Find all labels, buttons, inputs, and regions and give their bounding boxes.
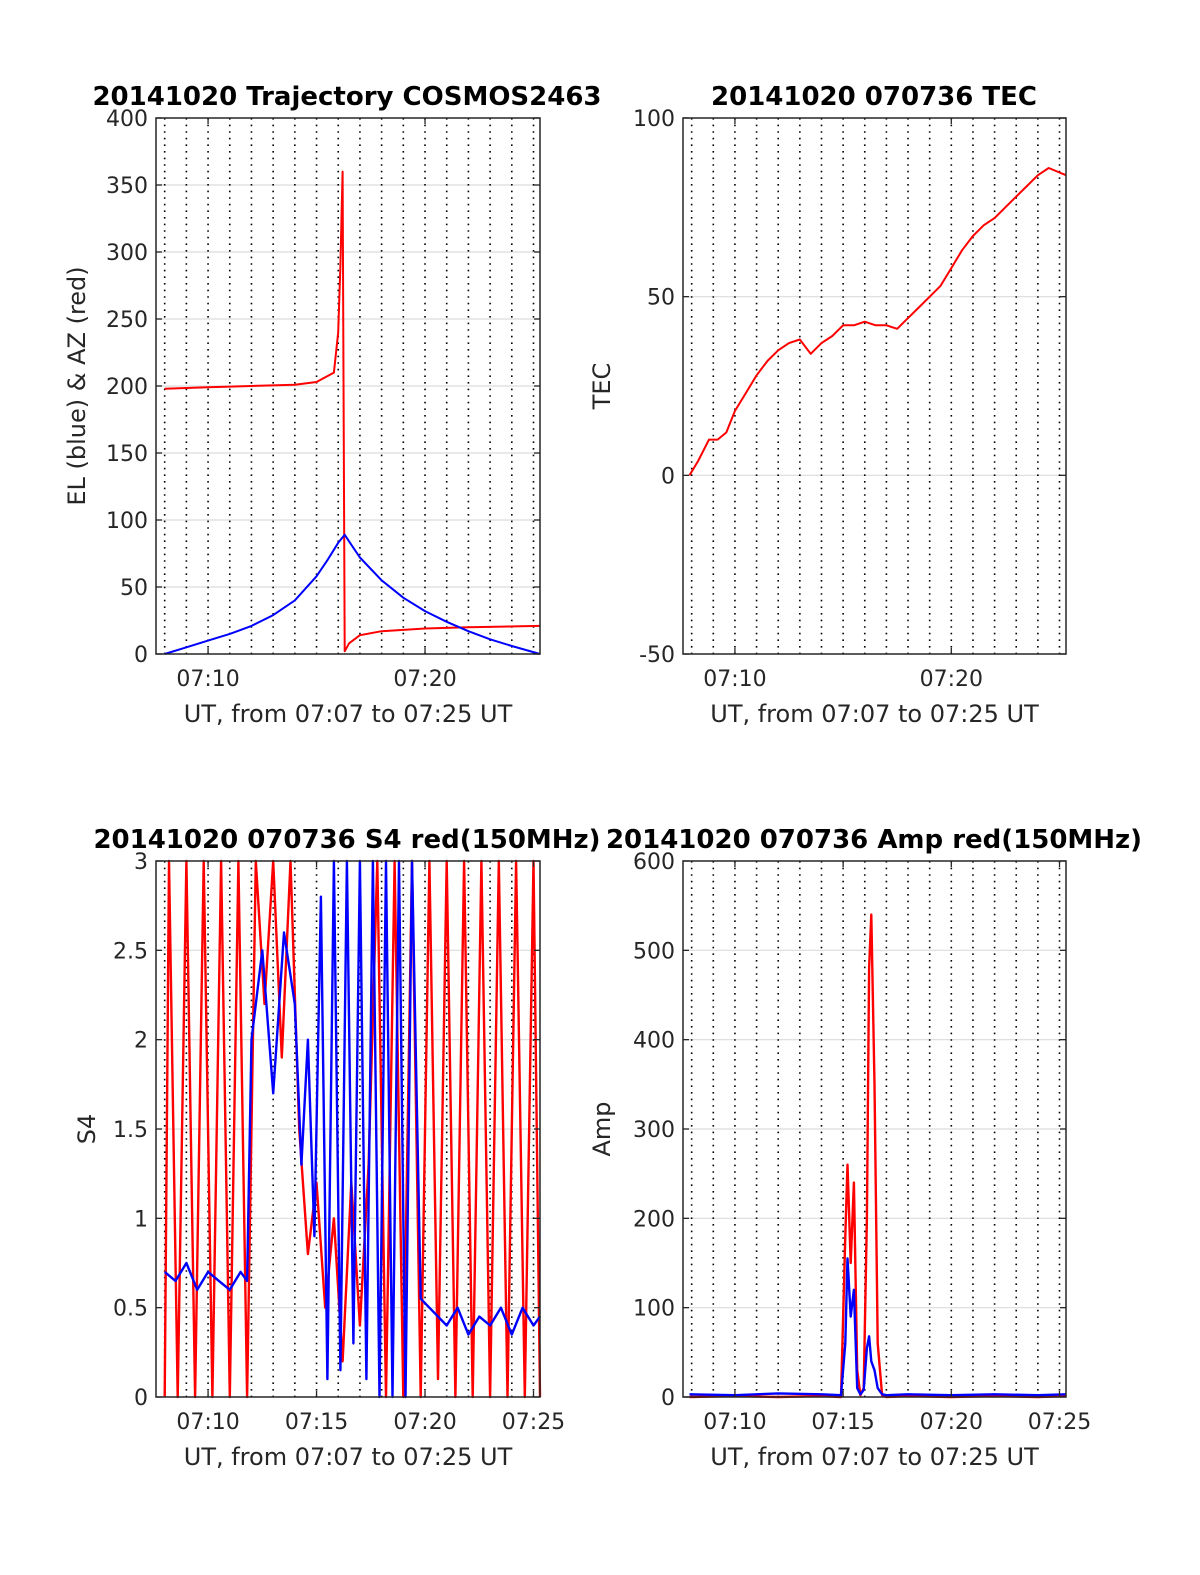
y-axis-label: S4 <box>73 1114 101 1145</box>
x-tick-label: 07:20 <box>920 667 983 692</box>
x-axis-label: UT, from 07:07 to 07:25 UT <box>184 700 513 728</box>
x-tick-label: 07:10 <box>703 1410 766 1435</box>
x-tick-label: 07:20 <box>920 1410 983 1435</box>
plot-area <box>683 118 1066 654</box>
y-tick-label: 400 <box>106 107 148 132</box>
y-tick-label: 2.5 <box>113 939 148 964</box>
x-axis-label: UT, from 07:07 to 07:25 UT <box>184 1443 513 1471</box>
y-axis-label: Amp <box>588 1101 616 1156</box>
x-tick-label: 07:15 <box>285 1410 348 1435</box>
y-tick-label: 100 <box>633 107 675 132</box>
tec-panel: -50 0 50 100 07:10 07:20 20141020 070736 TEC UT… <box>588 82 1067 728</box>
x-tick-label: 07:10 <box>176 1410 239 1435</box>
x-tick-label: 07:25 <box>502 1410 565 1435</box>
series-line-1 <box>164 533 541 655</box>
y-tick-label: 250 <box>106 308 148 333</box>
x-tick-label: 07:25 <box>1028 1410 1091 1435</box>
y-tick-label: 350 <box>106 174 148 199</box>
y-tick-label: 3 <box>134 850 148 875</box>
x-tick-label: 07:20 <box>393 667 456 692</box>
trajectory-panel: 0 50 100 150 200 250 300 350 400 07:10 07:20 201410… <box>63 82 602 728</box>
y-tick-label: 1.5 <box>113 1118 148 1143</box>
y-tick-label: 400 <box>633 1029 675 1054</box>
y-tick-label: 1 <box>134 1207 148 1232</box>
x-tick-label: 07:20 <box>393 1410 456 1435</box>
y-tick-label: 600 <box>633 850 675 875</box>
y-tick-label: 200 <box>633 1207 675 1232</box>
y-tick-label: 0 <box>661 464 675 489</box>
y-tick-label: 300 <box>106 241 148 266</box>
y-tick-label: 200 <box>106 375 148 400</box>
x-axis-label: UT, from 07:07 to 07:25 UT <box>710 700 1039 728</box>
y-tick-label: 100 <box>633 1297 675 1322</box>
s4-panel: 0 0.5 1 1.5 2 2.5 3 07:10 07:15 07:20 07:25 2014102… <box>73 825 601 1471</box>
chart-title: 20141020 070736 S4 red(150MHz) <box>93 825 600 855</box>
y-tick-label: 0 <box>134 1386 148 1411</box>
y-tick-label: 0 <box>661 1386 675 1411</box>
y-axis-label: TEC <box>588 363 616 411</box>
x-tick-label: 07:10 <box>176 667 239 692</box>
series-line-1 <box>689 1257 1067 1397</box>
x-tick-label: 07:10 <box>703 667 766 692</box>
y-tick-label: 500 <box>633 939 675 964</box>
chart-title: 20141020 070736 Amp red(150MHz) <box>606 825 1142 855</box>
y-tick-label: -50 <box>639 643 675 668</box>
y-tick-label: 50 <box>120 576 148 601</box>
y-tick-label: 100 <box>106 509 148 534</box>
y-tick-label: 0.5 <box>113 1297 148 1322</box>
series-line-0 <box>688 167 1067 476</box>
x-axis-label: UT, from 07:07 to 07:25 UT <box>710 1443 1039 1471</box>
y-tick-label: 2 <box>134 1029 148 1054</box>
chart-title: 20141020 Trajectory COSMOS2463 <box>92 82 601 112</box>
y-axis-label: EL (blue) & AZ (red) <box>63 266 91 505</box>
series-line-0 <box>164 170 541 653</box>
amp-panel: 0 100 200 300 400 500 600 07:10 07:15 07:20 07:25 2… <box>588 825 1142 1471</box>
series-line-1 <box>163 859 541 1399</box>
x-tick-label: 07:15 <box>811 1410 874 1435</box>
y-tick-label: 0 <box>134 643 148 668</box>
axes-box <box>682 117 1067 655</box>
y-tick-label: 300 <box>633 1118 675 1143</box>
y-tick-label: 50 <box>647 286 675 311</box>
y-tick-label: 150 <box>106 442 148 467</box>
chart-title: 20141020 070736 TEC <box>711 82 1037 112</box>
